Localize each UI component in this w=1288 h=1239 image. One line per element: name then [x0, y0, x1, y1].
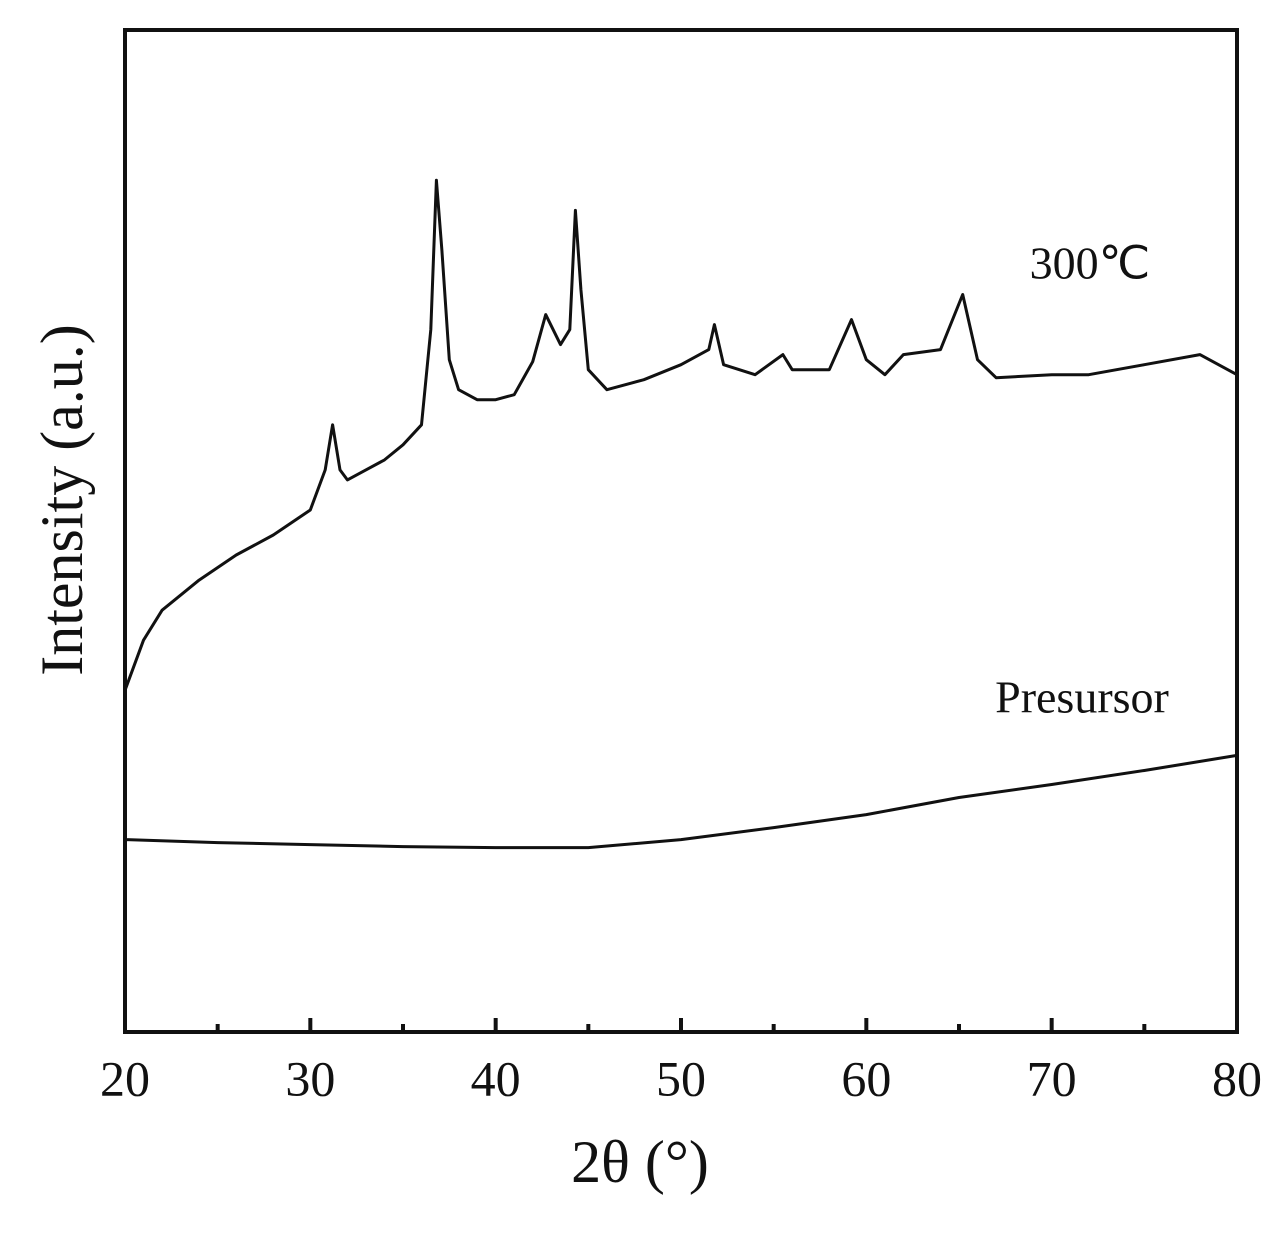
x-axis-label: 2θ (°)	[571, 1129, 709, 1195]
x-tick-label: 70	[1027, 1050, 1077, 1106]
series-label: Presursor	[995, 672, 1169, 723]
x-tick-label: 50	[656, 1050, 706, 1106]
y-axis-label: Intensity (a.u.)	[29, 324, 95, 676]
x-tick-label: 30	[285, 1050, 335, 1106]
plot-frame	[123, 28, 1239, 1034]
line-series	[124, 753, 1238, 850]
x-tick-label: 60	[841, 1050, 891, 1106]
line-series	[123, 178, 1238, 691]
x-tick-label: 80	[1212, 1050, 1262, 1106]
series-label: 300℃	[1030, 238, 1151, 289]
x-tick-label: 40	[471, 1050, 521, 1106]
x-tick-label: 20	[100, 1050, 150, 1106]
